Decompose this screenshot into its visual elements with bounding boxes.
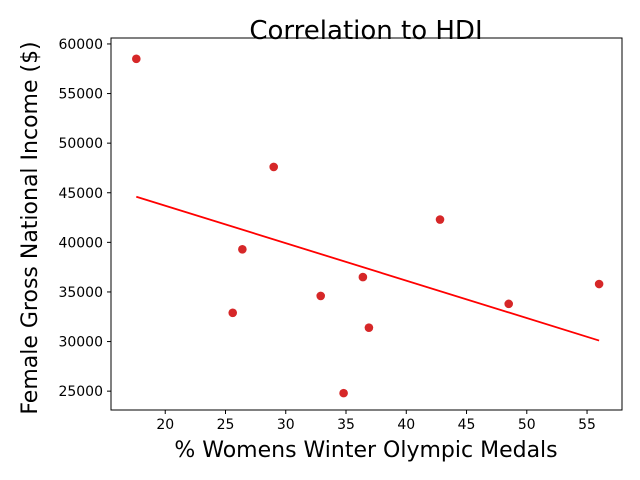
y-tick-label: 40000 xyxy=(58,235,103,251)
x-axis-title: % Womens Winter Olympic Medals xyxy=(174,438,557,463)
x-tick-label: 55 xyxy=(578,417,596,433)
data-point xyxy=(316,291,326,301)
x-tick-label: 40 xyxy=(397,417,415,433)
x-tick-label: 25 xyxy=(217,417,235,433)
data-point xyxy=(228,308,238,318)
data-point xyxy=(504,299,514,309)
y-tick-label: 35000 xyxy=(58,285,103,301)
y-tick-label: 25000 xyxy=(58,384,103,400)
chart-title: Correlation to HDI xyxy=(249,16,482,46)
x-tick-label: 20 xyxy=(156,417,174,433)
y-tick-label: 55000 xyxy=(58,87,103,103)
y-tick-label: 30000 xyxy=(58,335,103,351)
data-point xyxy=(339,388,348,398)
x-tick-label: 45 xyxy=(458,417,476,433)
data-point xyxy=(364,323,374,332)
y-tick-label: 50000 xyxy=(58,136,103,152)
plot-frame xyxy=(110,37,623,411)
data-point xyxy=(594,279,604,289)
data-point xyxy=(358,272,368,282)
data-point xyxy=(132,54,141,64)
x-tick-label: 30 xyxy=(277,417,295,433)
data-point xyxy=(435,215,445,224)
data-point xyxy=(269,162,279,172)
y-tick-label: 45000 xyxy=(58,186,103,202)
x-tick-label: 50 xyxy=(518,417,536,433)
y-tick-label: 60000 xyxy=(58,37,103,53)
plot-area: 20 25 30 35 40 45 50 55 25000 30000 35000 40000 4500… xyxy=(58,37,623,433)
y-axis-title: Female Gross National Income ($) xyxy=(18,41,43,414)
x-tick-label: 35 xyxy=(337,417,355,433)
trend-line xyxy=(136,195,600,342)
data-point xyxy=(238,244,247,254)
